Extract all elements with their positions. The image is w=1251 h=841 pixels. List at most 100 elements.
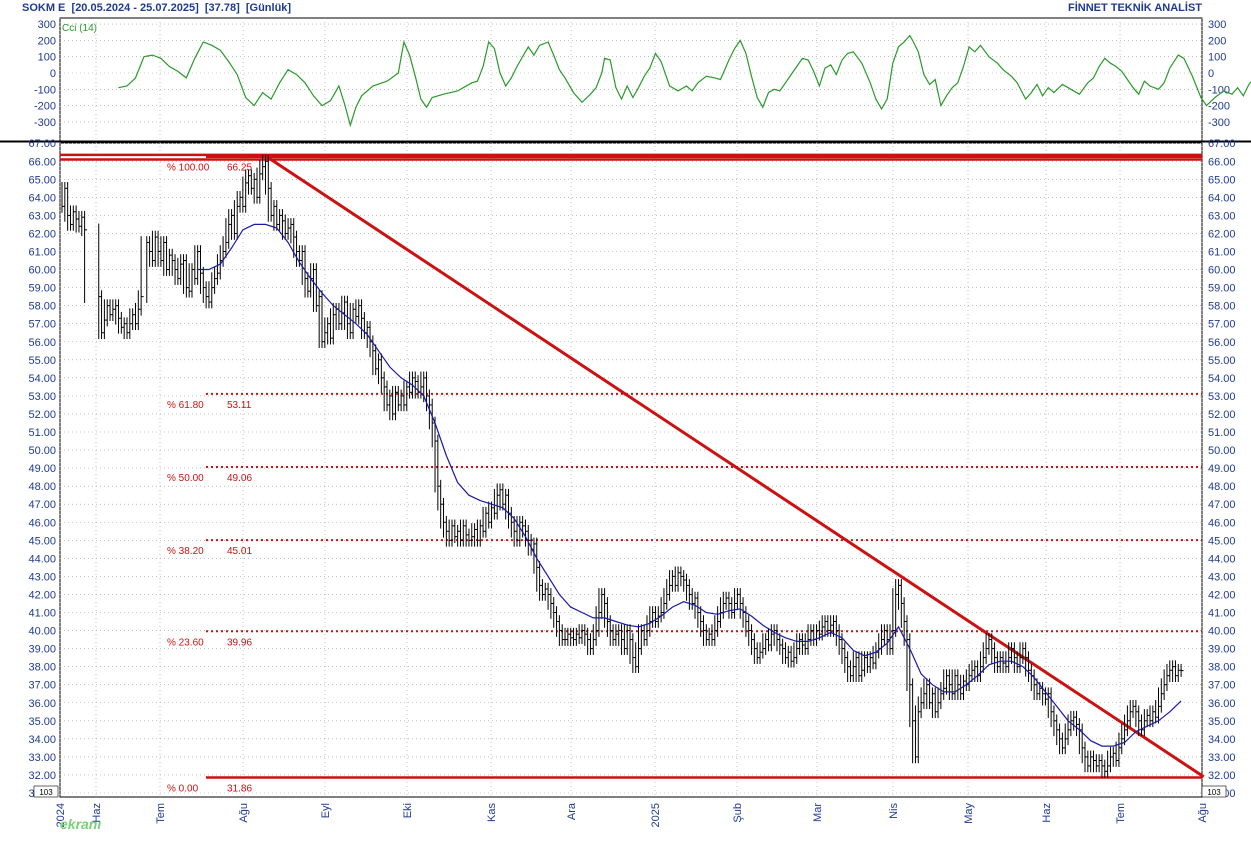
price-tick-right: 67.00 <box>1208 138 1236 150</box>
price-tick-right: 63.00 <box>1208 210 1236 222</box>
price-tick-left: 35.00 <box>28 716 56 728</box>
price-tick-left: 38.00 <box>28 662 56 674</box>
chart-header: SOKM E [20.05.2024 - 25.07.2025] [37.78]… <box>22 2 291 14</box>
price-tick-left: 57.00 <box>28 319 56 331</box>
price-bars <box>61 154 1184 778</box>
price-tick-right: 54.00 <box>1208 373 1236 385</box>
axis-multipliers: 103 103 <box>33 785 1227 798</box>
price-tick-right: 51.00 <box>1208 427 1236 439</box>
price-tick-right: 61.00 <box>1208 247 1236 259</box>
price-tick-left: 32.00 <box>28 770 56 782</box>
price-tick-right: 65.00 <box>1208 174 1236 186</box>
x-tick-label: Eki <box>402 803 414 818</box>
price-tick-right: 36.00 <box>1208 698 1236 710</box>
price-tick-left: 51.00 <box>28 427 56 439</box>
x-tick-label: 2025 <box>650 803 662 827</box>
multiplier-label: 103 <box>39 788 53 797</box>
brand-label: FİNNET TEKNİK ANALİST <box>1067 2 1202 14</box>
price-tick-right: 38.00 <box>1208 662 1236 674</box>
x-tick-label: 2024 <box>55 803 67 827</box>
fib-value-label: 31.86 <box>227 783 252 794</box>
price-tick-right: 43.00 <box>1208 571 1236 583</box>
multiplier-label: 103 <box>1207 788 1221 797</box>
cci-tick-right: 0 <box>1208 68 1214 80</box>
price-tick-left: 49.00 <box>28 463 56 475</box>
price-tick-left: 47.00 <box>28 499 56 511</box>
price-tick-left: 60.00 <box>28 265 56 277</box>
x-tick-label: Tem <box>1115 803 1127 824</box>
ma-line <box>197 223 1182 747</box>
x-tick-label: Şub <box>732 803 744 823</box>
cci-tick-left: 300 <box>38 19 56 31</box>
x-tick-label: Tem <box>155 803 167 824</box>
price-tick-right: 44.00 <box>1208 553 1236 565</box>
cci-tick-left: 0 <box>50 68 56 80</box>
price-tick-left: 59.00 <box>28 283 56 295</box>
price-tick-left: 62.00 <box>28 228 56 240</box>
price-tick-left: 50.00 <box>28 445 56 457</box>
price-tick-right: 33.00 <box>1208 752 1236 764</box>
price-tick-left: 48.00 <box>28 481 56 493</box>
price-tick-right: 48.00 <box>1208 481 1236 493</box>
price-grid: 67.00 67.00 66.00 66.00 65.00 65.00 64.00 64.00… <box>28 138 1235 800</box>
price-tick-left: 43.00 <box>28 571 56 583</box>
price-tick-right: 46.00 <box>1208 517 1236 529</box>
price-tick-left: 36.00 <box>28 698 56 710</box>
price-tick-right: 53.00 <box>1208 391 1236 403</box>
x-tick-label: May <box>963 803 975 824</box>
price-tick-left: 41.00 <box>28 608 56 620</box>
cci-indicator <box>118 34 1251 128</box>
fib-value-label: 45.01 <box>227 546 252 557</box>
fib-value-label: 49.06 <box>227 473 252 484</box>
price-tick-left: 65.00 <box>28 174 56 186</box>
x-axis: 2024 Haz Tem Ağu Eyl Eki Kas Ara 2025 Şub Mar Nis Ma… <box>55 18 1209 827</box>
price-tick-left: 45.00 <box>28 535 56 547</box>
price-tick-right: 56.00 <box>1208 337 1236 349</box>
price-tick-right: 64.00 <box>1208 192 1236 204</box>
price-tick-left: 61.00 <box>28 247 56 259</box>
multiplier-box <box>33 785 59 798</box>
price-tick-right: 62.00 <box>1208 228 1236 240</box>
price-tick-left: 55.00 <box>28 355 56 367</box>
cci-tick-right: -300 <box>1208 117 1230 129</box>
price-tick-left: 33.00 <box>28 752 56 764</box>
price-tick-left: 37.00 <box>28 680 56 692</box>
price-tick-left: 56.00 <box>28 337 56 349</box>
price-tick-left: 64.00 <box>28 192 56 204</box>
price-tick-right: 50.00 <box>1208 445 1236 457</box>
cci-tick-right: 200 <box>1208 35 1226 47</box>
x-tick-label: Ara <box>566 802 578 820</box>
cci-title: Cci (14) <box>62 23 97 34</box>
price-tick-left: 44.00 <box>28 553 56 565</box>
price-tick-left: 46.00 <box>28 517 56 529</box>
price-tick-left: 66.00 <box>28 156 56 168</box>
x-tick-label: Ağu <box>1197 803 1209 823</box>
fib-value-label: 39.96 <box>227 637 252 648</box>
x-tick-label: Nis <box>888 803 900 819</box>
price-tick-right: 59.00 <box>1208 283 1236 295</box>
price-tick-right: 52.00 <box>1208 409 1236 421</box>
last-price: [37.78] <box>204 2 240 14</box>
price-tick-left: 40.00 <box>28 626 56 638</box>
cci-grid: 300 300 200 200 100 100 0 0 -100 -100 -200 -200 -300… <box>34 19 1230 129</box>
cci-tick-left: -300 <box>34 117 56 129</box>
price-tick-right: 55.00 <box>1208 355 1236 367</box>
price-tick-left: 54.00 <box>28 373 56 385</box>
fib-pct-label: % 23.60 <box>167 637 204 648</box>
price-tick-right: 66.00 <box>1208 156 1236 168</box>
fib-pct-label: % 0.00 <box>167 783 199 794</box>
price-tick-right: 39.00 <box>1208 644 1236 656</box>
cci-tick-left: -200 <box>34 101 56 113</box>
cci-tick-left: -100 <box>34 84 56 96</box>
cci-line <box>118 34 1251 128</box>
x-tick-label: Kas <box>486 803 498 822</box>
x-tick-label: Eyl <box>320 803 332 818</box>
x-tick-label: Haz <box>1041 803 1053 823</box>
symbol: SOKM E <box>22 2 66 14</box>
fib-value-label: 53.11 <box>227 400 252 411</box>
cci-tick-right: 100 <box>1208 52 1226 64</box>
price-tick-right: 57.00 <box>1208 319 1236 331</box>
price-tick-right: 37.00 <box>1208 680 1236 692</box>
cci-tick-left: 100 <box>38 52 56 64</box>
